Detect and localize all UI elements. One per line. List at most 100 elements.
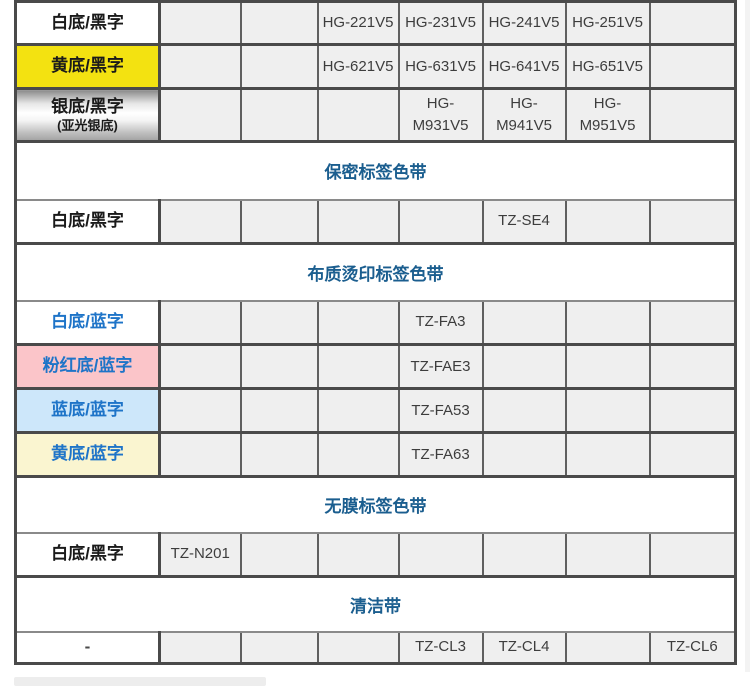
model-cell: TZ-N201 (158, 531, 242, 578)
empty-cell (481, 387, 567, 434)
table-row: 白底/黑字 HG-221V5 HG-231V5 HG-241V5 HG-251V… (14, 0, 737, 46)
model-cell: TZ-FAE3 (397, 343, 484, 390)
section-title: 清洁带 (14, 575, 737, 633)
empty-cell (397, 531, 484, 578)
empty-cell (158, 0, 242, 46)
empty-cell (158, 343, 242, 390)
empty-cell (158, 387, 242, 434)
model-cell: HG-641V5 (481, 43, 567, 90)
empty-cell (316, 343, 400, 390)
model-cell: TZ-FA53 (397, 387, 484, 434)
tape-color-label: 黄底/黑字 (14, 43, 161, 90)
tape-color-label-sub: (亚光银底) (57, 117, 118, 133)
empty-cell (239, 343, 319, 390)
empty-cell (564, 531, 651, 578)
table-row: 黄底/蓝字 TZ-FA63 (14, 431, 737, 478)
model-cell: HG-631V5 (397, 43, 484, 90)
section-row: 布质烫印标签色带 (14, 242, 737, 302)
empty-cell (564, 198, 651, 245)
empty-cell (158, 630, 242, 665)
table-row: 白底/黑字 TZ-SE4 (14, 198, 737, 245)
table-row: 黄底/黑字 HG-621V5 HG-631V5 HG-641V5 HG-651V… (14, 43, 737, 90)
section-row: 保密标签色带 (14, 140, 737, 201)
empty-cell (316, 198, 400, 245)
empty-cell (648, 343, 737, 390)
table-row: 粉红底/蓝字 TZ-FAE3 (14, 343, 737, 390)
empty-cell (158, 198, 242, 245)
empty-cell (648, 0, 737, 46)
empty-cell (158, 87, 242, 143)
empty-cell (648, 387, 737, 434)
model-cell: TZ-FA63 (397, 431, 484, 478)
table-row: 白底/黑字 TZ-N201 (14, 531, 737, 578)
empty-cell (239, 630, 319, 665)
tape-color-label: 黄底/蓝字 (14, 431, 161, 478)
empty-cell (316, 630, 400, 665)
section-title: 保密标签色带 (14, 140, 737, 201)
tape-color-label: 白底/黑字 (14, 198, 161, 245)
empty-cell (316, 431, 400, 478)
empty-cell (564, 387, 651, 434)
section-title: 布质烫印标签色带 (14, 242, 737, 302)
model-cell: TZ-SE4 (481, 198, 567, 245)
page-edge-strip (745, 0, 750, 672)
empty-cell (481, 531, 567, 578)
model-cell: HG-231V5 (397, 0, 484, 46)
empty-cell (316, 299, 400, 346)
model-cell: TZ-CL3 (397, 630, 484, 665)
empty-cell (481, 431, 567, 478)
empty-cell (648, 531, 737, 578)
empty-cell (564, 299, 651, 346)
empty-cell (648, 431, 737, 478)
empty-cell (481, 343, 567, 390)
empty-cell (239, 43, 319, 90)
model-cell: HG-241V5 (481, 0, 567, 46)
table-row: - TZ-CL3 TZ-CL4 TZ-CL6 (14, 630, 737, 665)
empty-cell (239, 431, 319, 478)
empty-cell (481, 299, 567, 346)
model-cell: TZ-CL4 (481, 630, 567, 665)
tape-color-label: 粉红底/蓝字 (14, 343, 161, 390)
empty-cell (158, 43, 242, 90)
model-cell: HG-651V5 (564, 43, 651, 90)
model-cell: HG- M951V5 (564, 87, 651, 143)
model-cell: HG-251V5 (564, 0, 651, 46)
tape-color-label: 白底/蓝字 (14, 299, 161, 346)
empty-cell (564, 343, 651, 390)
empty-cell (158, 299, 242, 346)
tape-color-label: 银底/黑字 (亚光银底) (14, 87, 161, 143)
table-row: 白底/蓝字 TZ-FA3 (14, 299, 737, 346)
model-cell: TZ-CL6 (648, 630, 737, 665)
empty-cell (648, 87, 737, 143)
empty-cell (239, 387, 319, 434)
empty-cell (316, 87, 400, 143)
partial-next-element (14, 677, 266, 686)
empty-cell (648, 299, 737, 346)
section-row: 无膜标签色带 (14, 475, 737, 534)
tape-spec-table-wrap: 白底/黑字 HG-221V5 HG-231V5 HG-241V5 HG-251V… (14, 0, 737, 665)
tape-color-label: 蓝底/蓝字 (14, 387, 161, 434)
model-cell: HG-221V5 (316, 0, 400, 46)
tape-color-label-main: 银底/黑字 (51, 96, 124, 116)
model-cell: HG- M941V5 (481, 87, 567, 143)
model-cell: TZ-FA3 (397, 299, 484, 346)
empty-cell (397, 198, 484, 245)
section-title: 无膜标签色带 (14, 475, 737, 534)
model-cell: HG-621V5 (316, 43, 400, 90)
tape-color-label: 白底/黑字 (14, 0, 161, 46)
empty-cell (239, 0, 319, 46)
empty-cell (316, 387, 400, 434)
empty-cell (564, 431, 651, 478)
empty-cell (158, 431, 242, 478)
model-cell: HG- M931V5 (397, 87, 484, 143)
table-row: 蓝底/蓝字 TZ-FA53 (14, 387, 737, 434)
section-row: 清洁带 (14, 575, 737, 633)
tape-spec-table: 白底/黑字 HG-221V5 HG-231V5 HG-241V5 HG-251V… (14, 0, 737, 665)
empty-cell (316, 531, 400, 578)
empty-cell (239, 531, 319, 578)
tape-color-label: - (14, 630, 161, 665)
empty-cell (239, 299, 319, 346)
empty-cell (648, 43, 737, 90)
empty-cell (239, 198, 319, 245)
tape-color-label: 白底/黑字 (14, 531, 161, 578)
